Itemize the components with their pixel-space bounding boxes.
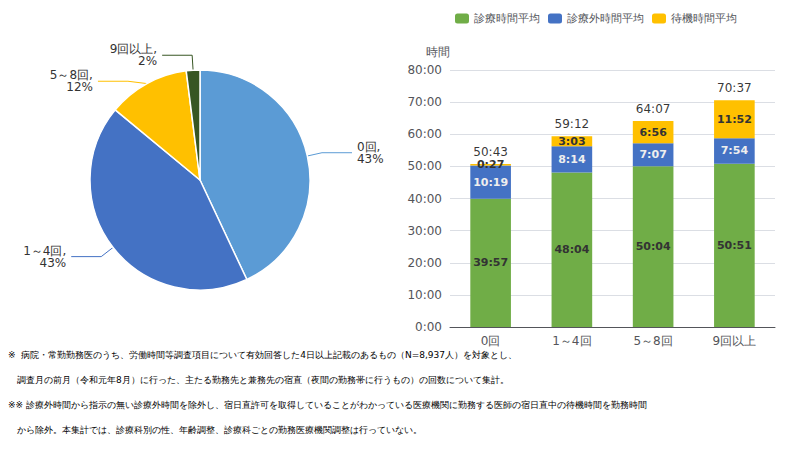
svg-text:60:00: 60:00 xyxy=(407,127,442,141)
svg-text:0回: 0回 xyxy=(481,334,501,348)
svg-text:診療時間平均: 診療時間平均 xyxy=(474,12,540,25)
svg-text:59:12: 59:12 xyxy=(555,117,590,131)
svg-text:0回,: 0回, xyxy=(357,139,381,154)
svg-text:50:00: 50:00 xyxy=(407,159,442,173)
svg-text:70:00: 70:00 xyxy=(407,95,442,109)
svg-text:※ 病院・常勤勤務医のうち、労働時間等調査項目について有効: ※ 病院・常勤勤務医のうち、労働時間等調査項目について有効回答した4日以上記載の… xyxy=(8,350,517,360)
svg-text:50:51: 50:51 xyxy=(717,239,752,252)
svg-text:50:04: 50:04 xyxy=(636,240,671,253)
svg-text:80:00: 80:00 xyxy=(407,63,442,77)
svg-text:1～4回: 1～4回 xyxy=(552,334,591,348)
svg-text:5～8回: 5～8回 xyxy=(633,334,672,348)
svg-text:40:00: 40:00 xyxy=(407,192,442,206)
svg-text:5～8回,: 5～8回, xyxy=(49,68,93,83)
svg-text:48:04: 48:04 xyxy=(554,243,589,256)
svg-text:30:00: 30:00 xyxy=(407,224,442,238)
svg-text:11:52: 11:52 xyxy=(717,113,752,126)
svg-text:70:37: 70:37 xyxy=(717,81,752,95)
svg-text:※※ 診療外時間から指示の無い診療外時間を除外し、宿日直許可: ※※ 診療外時間から指示の無い診療外時間を除外し、宿日直許可を取得していることが… xyxy=(8,400,647,410)
svg-text:39:57: 39:57 xyxy=(473,256,508,269)
svg-text:から除外。本集計では、診療科別の性、年齢調整、診療科ごとの勤: から除外。本集計では、診療科別の性、年齢調整、診療科ごとの勤務医療機関調整は行っ… xyxy=(8,425,422,435)
svg-text:12%: 12% xyxy=(66,80,93,94)
svg-text:時間: 時間 xyxy=(426,45,450,59)
svg-text:3:03: 3:03 xyxy=(558,135,585,148)
svg-text:20:00: 20:00 xyxy=(407,256,442,270)
svg-text:64:07: 64:07 xyxy=(636,102,671,116)
svg-text:7:54: 7:54 xyxy=(721,144,749,157)
svg-text:6:56: 6:56 xyxy=(639,126,667,139)
svg-text:診療外時間平均: 診療外時間平均 xyxy=(567,12,644,25)
svg-text:2%: 2% xyxy=(138,54,157,68)
svg-text:8:14: 8:14 xyxy=(558,153,586,166)
svg-text:9回以上,: 9回以上, xyxy=(109,42,158,57)
svg-text:50:43: 50:43 xyxy=(473,145,508,159)
svg-text:調査月の前月（令和元年8月）に行った、主たる勤務先と兼務先の: 調査月の前月（令和元年8月）に行った、主たる勤務先と兼務先の宿直（夜間の勤務帯に… xyxy=(8,375,509,385)
svg-text:10:19: 10:19 xyxy=(473,176,508,189)
svg-text:0:00: 0:00 xyxy=(415,320,442,334)
svg-text:7:07: 7:07 xyxy=(639,148,666,161)
svg-text:10:00: 10:00 xyxy=(407,288,442,302)
svg-text:43%: 43% xyxy=(357,152,384,166)
svg-text:43%: 43% xyxy=(40,256,67,270)
svg-text:0:27: 0:27 xyxy=(477,158,504,171)
svg-text:1～4回,: 1～4回, xyxy=(23,243,67,258)
svg-text:待機時間平均: 待機時間平均 xyxy=(671,12,737,25)
svg-text:9回以上: 9回以上 xyxy=(713,334,757,348)
